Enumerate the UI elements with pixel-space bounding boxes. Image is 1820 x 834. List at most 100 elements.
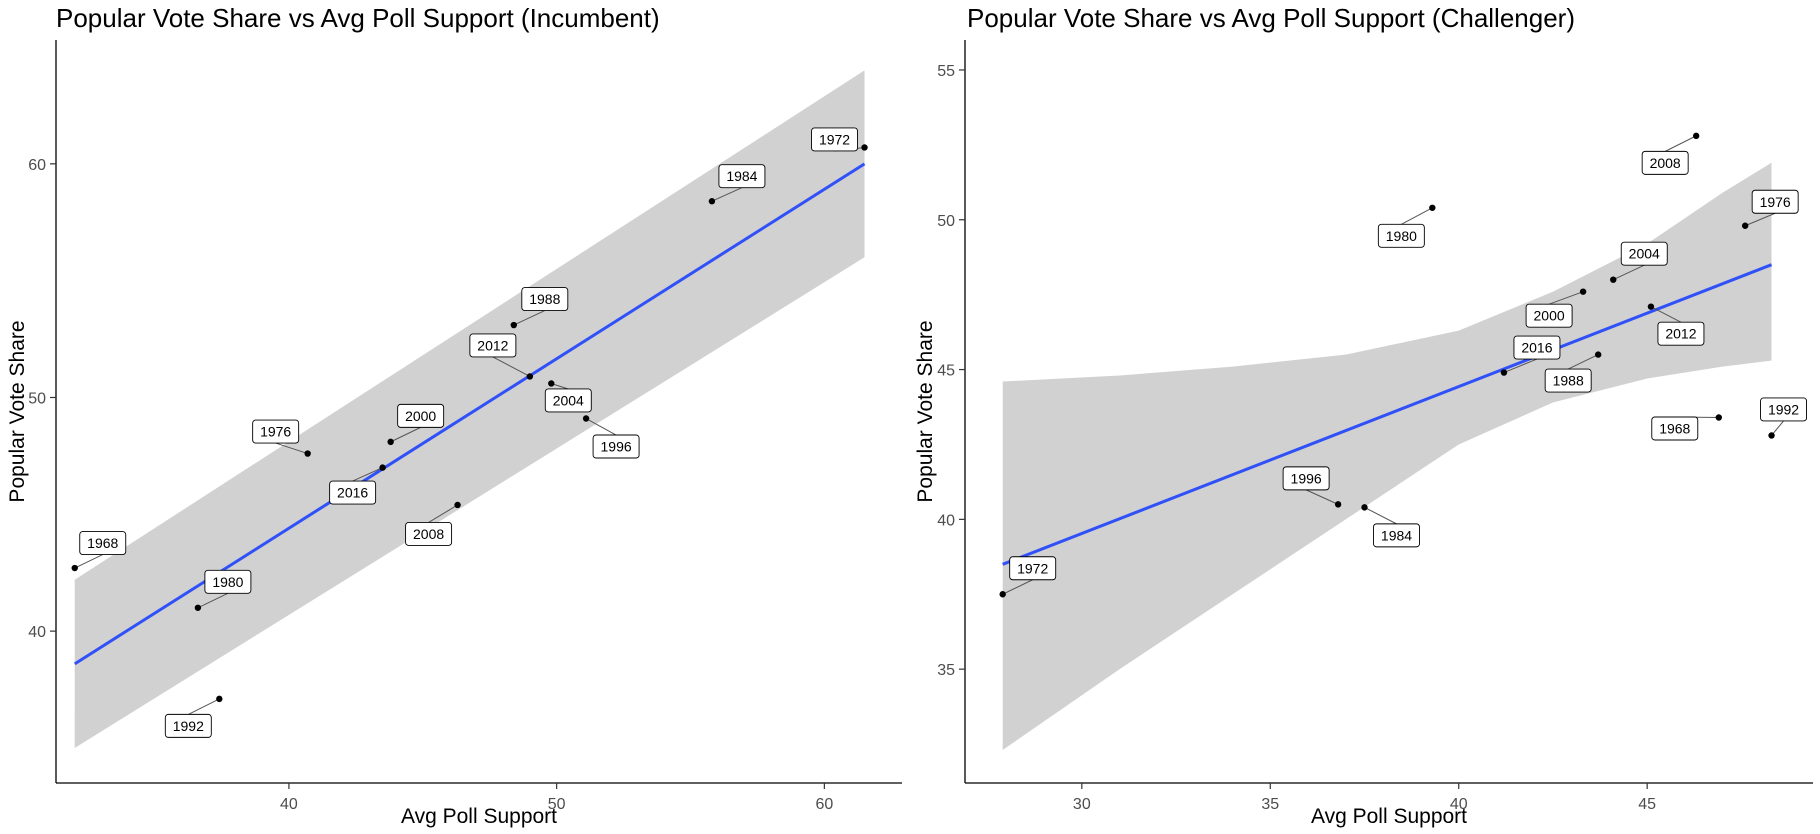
- label-leader-line: [1548, 291, 1584, 305]
- data-point: [71, 564, 78, 572]
- point-label: 1980: [1386, 228, 1417, 244]
- point-label-box: [718, 164, 766, 189]
- confidence-band: [74, 70, 865, 748]
- point-label: 2016: [337, 485, 368, 501]
- label-leader-line: [711, 187, 743, 202]
- point-label: 1996: [601, 439, 632, 455]
- point-label: 2000: [1534, 308, 1565, 324]
- label-leader-line: [1744, 212, 1776, 227]
- point-label-box: [252, 419, 300, 444]
- point-label-box: [1657, 321, 1705, 346]
- regression-line: [1002, 263, 1773, 566]
- data-point: [304, 450, 311, 457]
- y-tick-label: 35: [937, 662, 955, 679]
- point-label: 1968: [87, 535, 118, 551]
- label-leader-line: [275, 442, 308, 455]
- data-point: [1594, 351, 1602, 358]
- point-label-box: [164, 713, 212, 738]
- point-label: 1996: [1291, 470, 1322, 486]
- point-label: 2016: [1521, 340, 1552, 356]
- point-label: 2004: [1629, 246, 1660, 262]
- y-axis-title: Popular Vote Share: [914, 320, 937, 502]
- point-label: 2008: [1650, 155, 1681, 171]
- label-leader-line: [585, 418, 617, 436]
- label-leader-line: [1305, 489, 1339, 505]
- point-label: 1992: [173, 718, 204, 734]
- x-tick-label: 40: [280, 796, 298, 813]
- point-label: 1972: [819, 131, 850, 147]
- x-axis-title: Avg Poll Support: [1311, 805, 1467, 828]
- label-leader-line: [513, 310, 546, 326]
- x-tick-label: 60: [815, 796, 833, 813]
- y-tick-label: 50: [28, 390, 46, 407]
- chart-panel-incumbent: 40 50 60 40 50 60 Popular Vote Share vs Avg Po…: [6, 3, 902, 828]
- point-label-box: [405, 522, 453, 546]
- point-label-box: [521, 287, 569, 312]
- data-point: [1500, 369, 1508, 376]
- label-leader-line: [1664, 135, 1697, 152]
- label-leader-line: [352, 467, 383, 482]
- data-point: [194, 604, 202, 611]
- label-leader-line: [1401, 207, 1433, 225]
- data-point: [1741, 222, 1749, 229]
- label-leader-line: [390, 426, 421, 443]
- chart-title: Popular Vote Share vs Avg Poll Support (…: [56, 3, 660, 33]
- point-label-box: [1282, 466, 1330, 491]
- point-label: 1976: [260, 424, 291, 440]
- point-label-box: [397, 403, 445, 428]
- point-label: 2004: [553, 392, 584, 408]
- data-point: [1361, 504, 1368, 511]
- data-point: [1429, 204, 1436, 211]
- chart-panel-challenger: 30 35 40 45 35 40 45 50 55 Popular Vote Share vs …: [914, 3, 1813, 828]
- label-leader-line: [428, 504, 458, 523]
- regression-line: [73, 162, 866, 666]
- point-label-box: [1373, 523, 1420, 548]
- data-point: [510, 321, 518, 329]
- label-leader-line: [492, 356, 531, 377]
- data-point: [1610, 276, 1617, 283]
- confidence-band: [1002, 162, 1772, 751]
- chart-title: Popular Vote Share vs Avg Poll Support (…: [967, 3, 1575, 33]
- label-leader-line: [1002, 579, 1033, 595]
- point-label: 1976: [1760, 194, 1791, 210]
- point-label-box: [1641, 150, 1689, 175]
- point-label-box: [1525, 303, 1573, 328]
- data-point: [526, 373, 534, 380]
- x-tick-label: 30: [1073, 796, 1091, 813]
- data-point: [1579, 288, 1587, 295]
- point-label: 1984: [726, 168, 757, 184]
- label-leader-line: [1613, 264, 1645, 281]
- point-label-box: [469, 333, 517, 358]
- x-tick-label: 50: [548, 796, 566, 813]
- x-tick-label: 45: [1638, 796, 1656, 813]
- point-label: 2012: [477, 337, 508, 353]
- data-point: [1647, 303, 1655, 310]
- label-leader-line: [1650, 306, 1682, 323]
- point-label-box: [544, 388, 592, 413]
- point-label: 1984: [1381, 527, 1412, 543]
- y-tick-label: 40: [28, 624, 46, 641]
- point-label: 1988: [1553, 373, 1584, 389]
- label-leader-line: [188, 698, 220, 715]
- data-point: [861, 144, 868, 151]
- point-label-box: [1751, 189, 1799, 214]
- point-label: 1988: [529, 291, 560, 307]
- point-label: 1968: [1659, 420, 1690, 436]
- point-label: 1980: [212, 574, 243, 590]
- data-point: [1692, 132, 1700, 140]
- y-tick-label: 45: [937, 363, 955, 380]
- data-point: [454, 501, 461, 509]
- label-leader-line: [74, 554, 103, 569]
- x-axis-title: Avg Poll Support: [401, 805, 557, 828]
- data-point: [1715, 414, 1722, 421]
- point-label-box: [204, 569, 252, 594]
- point-label-box: [1544, 368, 1592, 393]
- x-tick-label: 35: [1261, 796, 1279, 813]
- point-label: 2012: [1665, 326, 1696, 342]
- label-leader-line: [1364, 506, 1397, 525]
- label-leader-line: [1503, 358, 1538, 374]
- point-label-box: [329, 480, 377, 505]
- y-tick-label: 55: [937, 63, 955, 80]
